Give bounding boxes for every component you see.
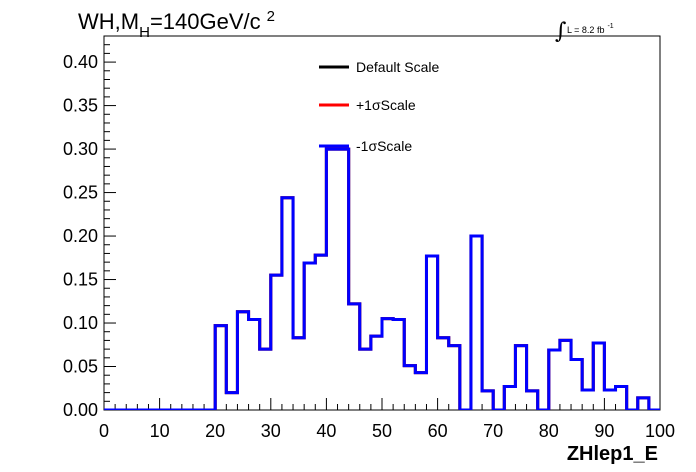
- x-tick-label: 70: [483, 421, 503, 441]
- title-subscript: H: [139, 24, 150, 41]
- y-tick-label: 0.40: [63, 52, 98, 72]
- x-tick-label: 90: [594, 421, 614, 441]
- y-tick-label: 0.05: [63, 357, 98, 377]
- legend-label: +1σScale: [356, 97, 416, 113]
- title-superscript: 2: [267, 8, 275, 25]
- lumi-integral-sign: ∫: [555, 19, 567, 44]
- lumi-superscript: -1: [607, 23, 613, 30]
- x-tick-label: 40: [316, 421, 336, 441]
- x-tick-label: 20: [205, 421, 225, 441]
- y-axis: 0.00 0.05 0.10 0.15 0.20 0.25 0.30 0.35 0.40: [63, 35, 116, 420]
- legend-label: Default Scale: [356, 59, 439, 75]
- y-tick-label: 0.00: [63, 400, 98, 420]
- series-line-2: [104, 147, 660, 410]
- y-tick-label: 0.10: [63, 313, 98, 333]
- plot-frame: [103, 35, 661, 411]
- y-tick-label: 0.15: [63, 270, 98, 290]
- lumi-label: L = 8.2 fb -1: [567, 23, 614, 35]
- chart-title: WH,MH=140GeV/c 2: [78, 8, 275, 41]
- title-rest: =140GeV/c: [150, 9, 261, 34]
- legend-label: -1σScale: [356, 138, 412, 154]
- y-tick-label: 0.35: [63, 96, 98, 116]
- series-group: [104, 147, 660, 410]
- legend: Default Scale +1σScale -1σScale: [319, 59, 439, 154]
- x-tick-label: 30: [261, 421, 281, 441]
- x-tick-label: 0: [99, 421, 109, 441]
- x-tick-label: 10: [150, 421, 170, 441]
- y-tick-label: 0.25: [63, 183, 98, 203]
- x-tick-label: 100: [645, 421, 675, 441]
- x-tick-label: 80: [539, 421, 559, 441]
- x-axis-label: ZHlep1_E: [567, 443, 658, 465]
- x-axis: 0 10 20 30 40 50 60 70 80 90 100: [99, 398, 675, 441]
- x-tick-label: 60: [428, 421, 448, 441]
- x-tick-label: 50: [372, 421, 392, 441]
- series-line-1: [104, 147, 660, 410]
- y-tick-label: 0.20: [63, 226, 98, 246]
- series-line-0: [104, 147, 660, 410]
- y-tick-label: 0.30: [63, 139, 98, 159]
